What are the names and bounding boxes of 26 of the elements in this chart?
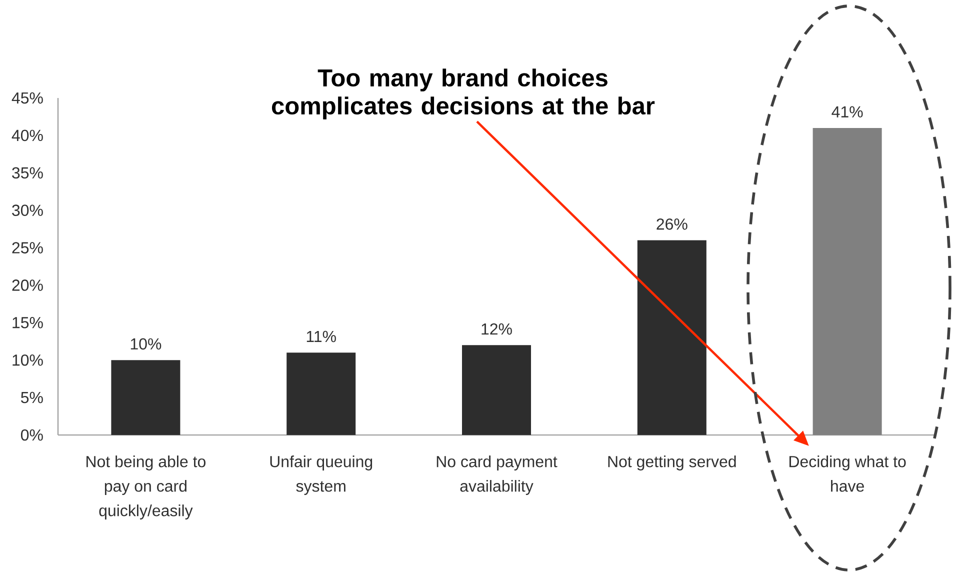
bar [111,360,180,435]
bar [286,352,356,435]
y-tick-label: 30% [12,204,43,216]
y-tick-label: 35% [12,167,43,179]
data-label: 41% [832,106,863,118]
y-tick-label: 45% [12,92,43,104]
bar [812,128,882,435]
y-tick-label: 5% [20,392,43,404]
y-tick-label: 40% [12,130,43,142]
bar [462,345,532,435]
bar [637,240,706,435]
x-tick-label: Not being able to pay on card quickly/easily [86,456,206,520]
x-tick-label: Unfair queuing system [270,456,372,495]
data-label: 11% [306,330,336,342]
annotation: Too many brand choices complicates decisions at the bar [272,68,655,120]
x-tick-label: Deciding what to have [789,456,906,492]
y-tick-label: 10% [12,354,43,366]
data-label: 26% [656,218,688,230]
data-label: 10% [130,338,162,350]
y-tick-label: 20% [12,280,43,291]
y-tick-label: 0% [20,429,43,441]
x-tick-label: Not getting served [608,456,736,470]
y-tick-label: 25% [12,242,43,254]
x-tick-label: No card payment availability [436,456,558,495]
y-tick-label: 15% [12,317,43,328]
data-label: 12% [482,323,512,335]
